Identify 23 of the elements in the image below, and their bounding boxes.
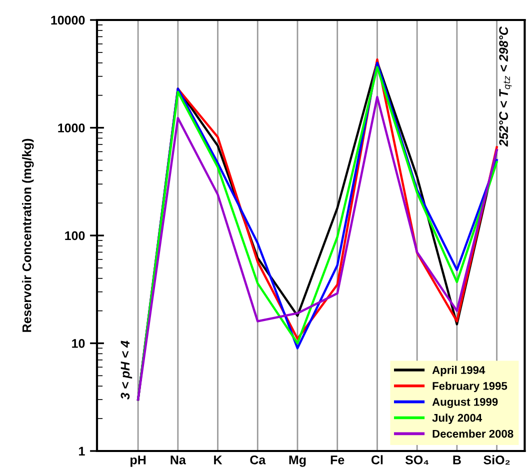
legend-label: August 1999 (432, 398, 498, 408)
y-axis-title: Reservoir Concentration (mg/kg) (22, 138, 34, 332)
legend-label: April 1994 (432, 366, 486, 376)
y-tick-label: 10 (72, 339, 85, 348)
legend-label: February 1995 (432, 382, 508, 392)
x-tick-label: Fe (330, 456, 344, 464)
annotation: 252°C < T$_{qtz}$ < 298°C (499, 26, 512, 147)
y-tick-label: 100 (65, 231, 85, 240)
x-tick-label: K (214, 456, 222, 464)
legend-label: December 2008 (432, 430, 514, 438)
x-tick-label: Cl (371, 455, 383, 464)
y-tick-label: 10000 (51, 16, 85, 25)
x-tick-label: Mg (289, 456, 306, 467)
x-tick-label: B (453, 456, 461, 464)
y-tick-label: 1000 (58, 124, 85, 132)
x-tick-label: SiO₂ (484, 455, 510, 465)
x-tick-label: Ca (250, 455, 266, 464)
annotation: 3 < pH < 4 (120, 340, 132, 400)
x-tick-label: SO₄ (405, 455, 428, 465)
legend-label: July 2004 (432, 414, 482, 424)
x-tick-label: pH (130, 456, 146, 467)
y-tick-label: 1 (79, 446, 85, 456)
x-tick-label: Na (170, 456, 186, 464)
